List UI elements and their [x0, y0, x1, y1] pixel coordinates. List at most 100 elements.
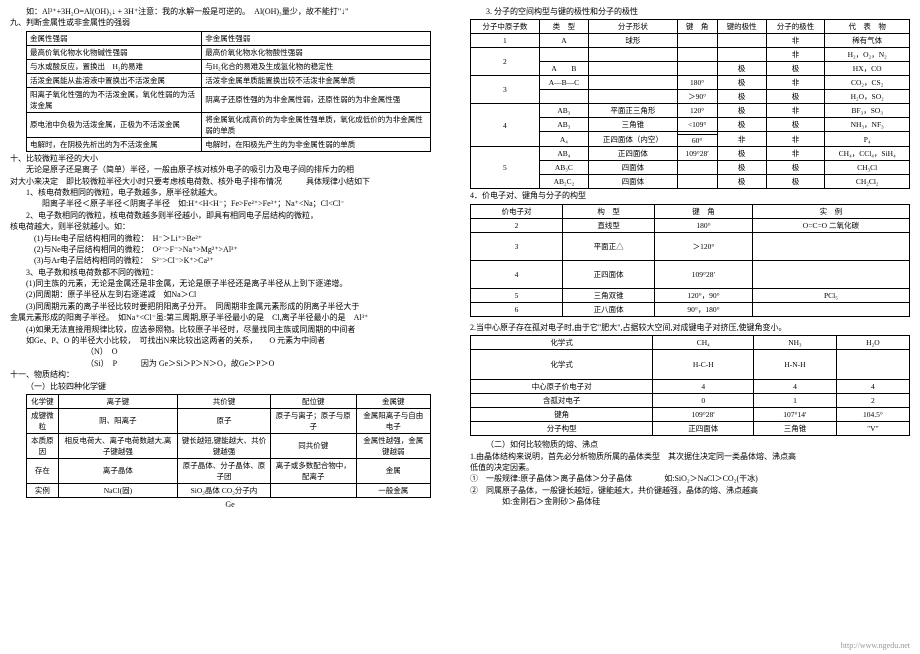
- t2r3c1: NaCl(固): [58, 483, 177, 497]
- t3h5: 分子的极性: [766, 20, 825, 34]
- t5h3: H₂O: [836, 336, 909, 350]
- t3r9c4: 极: [717, 147, 766, 161]
- t3r9c0: 5: [471, 147, 540, 189]
- t3r5c6: BF₃，SO₃: [825, 104, 910, 118]
- t3r3c6: CO₂，CS₂: [825, 76, 910, 90]
- left-column: 如：Al³⁺+3H₂O=Al(OH)₃↓ + 3H⁺注意：我的水解一般是可逆的。…: [0, 0, 460, 654]
- t3r0c6: 稀有气体: [825, 34, 910, 48]
- t3r3c4: 极: [717, 76, 766, 90]
- t3r4c4: 极: [717, 90, 766, 104]
- t4r1c3: [752, 232, 909, 260]
- t4r2c1: 正四面体: [563, 260, 655, 288]
- t5r2c3: 2: [836, 394, 909, 408]
- s10-l10: (1)同主族的元素，无论是金属还是非金属，无论是原子半径还是离子半径从上到下逐递…: [10, 279, 450, 289]
- t3r10c1: AB₃C: [539, 161, 588, 175]
- t3r0c0: 1: [471, 34, 540, 48]
- t2r1c4: 金属性越强，金属键越弱: [356, 433, 430, 458]
- t2r2c0: 存在: [27, 458, 59, 483]
- t2r1c3: 同共价键: [270, 433, 356, 458]
- section-10-title: 十、比较微粒半径的大小: [10, 154, 450, 164]
- t3r7c1: A₄: [539, 132, 588, 147]
- t3r11c2: 四面体: [589, 175, 678, 189]
- t2r3c4: 一般金属: [356, 483, 430, 497]
- t1r1c1: 与H₂化合的易难及生成氢化物的稳定性: [202, 59, 431, 73]
- t1r5c0: 电解时，在阴极先析出的为不活泼金属: [27, 137, 202, 151]
- t3r1c3: [677, 48, 717, 62]
- section-2-title: 2.当中心原子存在孤对电子时,由于它"肥大",占据较大空间,对成键电子对挤压,使…: [470, 323, 910, 333]
- t1r4c1: 将金属氧化成高价的为非金属性强单质，氧化成低价的为非金属性弱的单质: [202, 112, 431, 137]
- t3r6c1: AB₃: [539, 118, 588, 132]
- t5r0c0: 化学式: [471, 350, 653, 380]
- t3r1c0: 2: [471, 48, 540, 76]
- t5r0c3: [836, 350, 909, 380]
- t4r0c2: 180°: [655, 218, 753, 232]
- t2r2c3: 离子或多数配合物中，配离子: [270, 458, 356, 483]
- t3r9c2: 正四面体: [589, 147, 678, 161]
- t3r2c4: 极: [717, 62, 766, 76]
- t3h0: 分子中原子数: [471, 20, 540, 34]
- t3r6c3: <109°: [677, 118, 717, 132]
- t3r5c2: 平面正三角形: [589, 104, 678, 118]
- t5r2c1: 0: [653, 394, 754, 408]
- t1r5c1: 电解时，在阳极先产生的为非金属性弱的单质: [202, 137, 431, 151]
- t3r5c0: 4: [471, 104, 540, 147]
- t3r3c0: 3: [471, 76, 540, 104]
- t4r2c0: 4: [471, 260, 563, 288]
- t4h0: 价电子对: [471, 204, 563, 218]
- t5r1c2: 4: [754, 380, 837, 394]
- t1r3c0: 阳离子氧化性强的为不活泼金属，氧化性弱的为活泼金属: [27, 87, 202, 112]
- ge-label: Ge: [10, 500, 450, 510]
- t2r2c2: 原子晶体、分子晶体、原子团: [178, 458, 271, 483]
- t1r4c0: 原电池中负极为活泼金属，正极为不活泼金属: [27, 112, 202, 137]
- t4r3c0: 5: [471, 288, 563, 302]
- section-11-sub: （一）比较四种化学键: [10, 382, 450, 392]
- t3r5c3: 120°: [677, 104, 717, 118]
- t5r4c3: "V": [836, 422, 909, 436]
- t2r2c4: 金属: [356, 458, 430, 483]
- t4r1c2: ＞120°: [655, 232, 753, 260]
- t3h6: 代 表 物: [825, 20, 910, 34]
- t4r4c0: 6: [471, 302, 563, 316]
- s10-l15: 如Ge、P、O 的半径大小比较， 可找出N来比较出这两者的关系， O 元素为中间…: [10, 336, 450, 346]
- t4h3: 实 例: [752, 204, 909, 218]
- section-3-title: 3. 分子的空间构型与键的极性和分子的极性: [470, 7, 910, 17]
- s2b-l4: 如:金刚石＞金刚砂＞晶体硅: [470, 497, 910, 507]
- t3r5c4: 极: [717, 104, 766, 118]
- t1-h1: 非金属性强弱: [202, 31, 431, 45]
- t3r4c3: ＞90°: [677, 90, 717, 104]
- s10-l17: （Si） P 因为 Ge＞Si＞P＞N＞O，故Ge＞P＞O: [10, 359, 450, 369]
- t3r5c5: 非: [766, 104, 825, 118]
- chemical-bond-table: 化学键 离子键 共价键 配位键 金属键 成键微粒 阴、阳离子 原子 原子与离子；…: [26, 394, 431, 498]
- s10-l5: 核电荷越大，则半径就越小。如：: [10, 222, 450, 232]
- right-column: 3. 分子的空间构型与键的极性和分子的极性 分子中原子数 类 型 分子形状 键 …: [460, 0, 920, 654]
- t5r4c1: 正四面体: [653, 422, 754, 436]
- t2r1c1: 相反电荷大、离子电荷数越大,离子键越强: [58, 433, 177, 458]
- t3r6c6: NH₃，NF₃: [825, 118, 910, 132]
- t3h2: 分子形状: [589, 20, 678, 34]
- t4r0c0: 2: [471, 218, 563, 232]
- t4r4c1: 正八面体: [563, 302, 655, 316]
- t2r0c3: 原子与离子；原子与原子: [270, 408, 356, 433]
- t3r0c4: [717, 34, 766, 48]
- s2b-l2: ① 一般规律:原子晶体＞离子晶体＞分子晶体 如:SiO₂＞NaCl＞CO₂(干冰…: [470, 474, 910, 484]
- t3r8c3: 60°: [677, 135, 717, 147]
- t3r7c6: P₄: [825, 132, 910, 147]
- electron-pair-table: 价电子对 构 型 键 角 实 例 2直线型180°O=C=O 二氧化碳 3平面正…: [470, 204, 910, 317]
- t1r2c0: 活泼金属能从盐溶液中置换出不活泼金属: [27, 73, 202, 87]
- t4h2: 键 角: [655, 204, 753, 218]
- t3r9c5: 非: [766, 147, 825, 161]
- t2h0: 化学键: [27, 394, 59, 408]
- t4r2c2: 109°28′: [655, 260, 753, 288]
- t3r2c2: [589, 62, 678, 76]
- t5r0c1: H-C-H: [653, 350, 754, 380]
- t1r0c0: 最高价氧化物水化物碱性强弱: [27, 45, 202, 59]
- t5r3c1: 109°28′: [653, 408, 754, 422]
- t4r3c2: 120°，90°: [655, 288, 753, 302]
- t3r9c1: AB₄: [539, 147, 588, 161]
- t4r0c1: 直线型: [563, 218, 655, 232]
- t3r10c2: 四面体: [589, 161, 678, 175]
- s10-l0: 无论是原子还是离子（简单）半径，一般由原子核对核外电子的吸引力及电子间的排斥力的…: [10, 165, 450, 175]
- s10-l1: 对大小来决定 即比较微粒半径大小时只要考虑核电荷数、核外电子排布情况 具体规律小…: [10, 177, 450, 187]
- t5r1c1: 4: [653, 380, 754, 394]
- top-formula: 如：Al³⁺+3H₂O=Al(OH)₃↓ + 3H⁺注意：我的水解一般是可逆的。…: [10, 7, 450, 17]
